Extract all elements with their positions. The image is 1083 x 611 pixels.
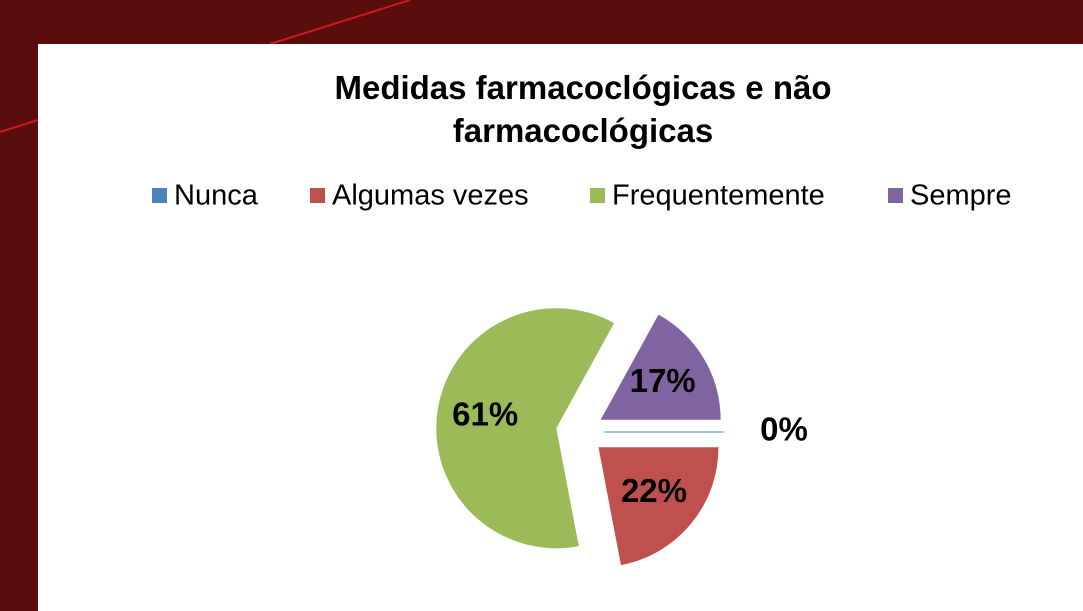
legend-swatch [590, 188, 605, 203]
legend-swatch [888, 188, 903, 203]
data-label: 0% [760, 411, 808, 448]
legend-label: Algumas vezes [332, 180, 529, 212]
legend-label: Sempre [910, 180, 1012, 212]
decor-line [0, 119, 39, 133]
pie-slice [598, 447, 719, 566]
pie-slice [436, 308, 615, 549]
pie-slice [600, 314, 721, 420]
legend-swatch [152, 188, 167, 203]
legend-label: Frequentemente [612, 180, 825, 212]
data-label: 22% [621, 472, 687, 509]
decor-line [269, 0, 411, 45]
legend-swatch [310, 188, 325, 203]
chart-title: Medidas farmacoclógicas e não farmacocló… [334, 69, 832, 149]
data-label: 17% [630, 362, 696, 399]
legend-label: Nunca [174, 180, 259, 212]
data-label: 61% [452, 396, 518, 433]
